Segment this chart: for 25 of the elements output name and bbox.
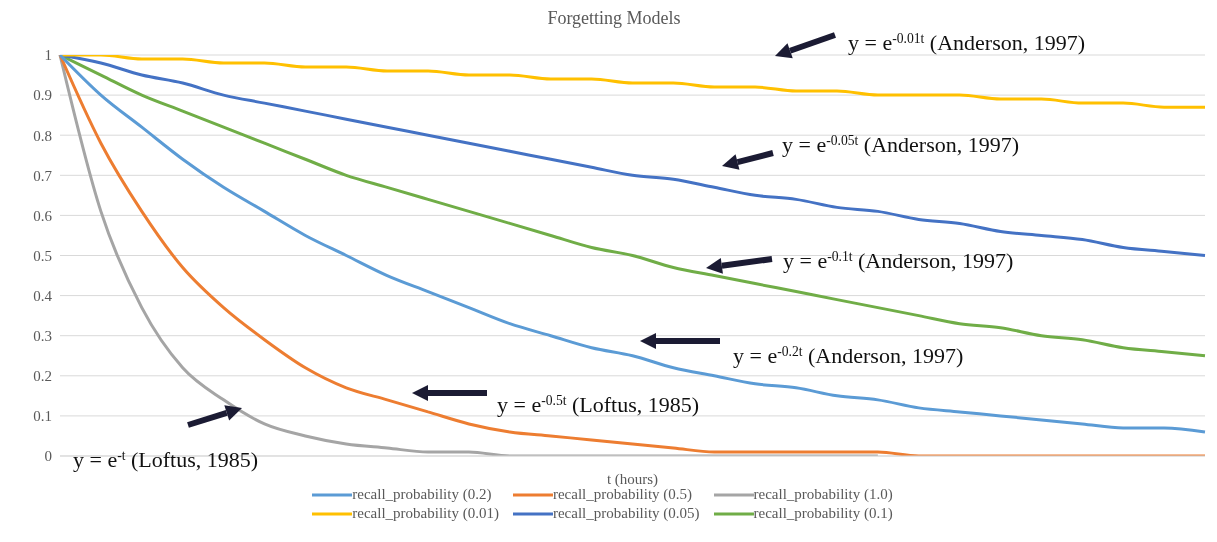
y-tick-label: 0 <box>44 448 52 465</box>
annotation: y = e$^{-0.05t}$ (Anderson, 1997) <box>782 132 1020 157</box>
y-tick-label: 1 <box>44 47 52 64</box>
y-tick-label: 0.9 <box>33 87 52 104</box>
y-tick-label: 0.4 <box>33 287 53 304</box>
y-tick-label: 0.7 <box>33 167 53 184</box>
annotation: y = e$^{-0.5t}$ (Loftus, 1985) <box>497 392 700 417</box>
legend-label: recall_probability (0.2) <box>352 486 492 503</box>
legend-label: recall_probability (0.1) <box>753 505 893 522</box>
y-tick-label: 0.6 <box>33 207 53 224</box>
legend-label: recall_probability (0.01) <box>352 505 499 522</box>
x-axis-title: t (hours) <box>606 471 659 488</box>
legend-label: recall_probability (0.5) <box>552 486 693 503</box>
annotation: y = e$^{-0.2t}$ (Anderson, 1997) <box>733 343 964 368</box>
annotation: y = e$^{-0.01t}$ (Anderson, 1997) <box>848 30 1086 55</box>
y-tick-label: 0.1 <box>33 408 52 425</box>
y-tick-label: 0.2 <box>33 368 52 385</box>
legend-label: recall_probability (1.0) <box>753 486 893 503</box>
legend-label: recall_probability (0.05) <box>552 505 700 522</box>
y-tick-label: 0.8 <box>33 127 52 144</box>
chart-title: Forgetting Models <box>547 8 681 28</box>
annotation: y = e$^{-t}$ (Loftus, 1985) <box>73 447 259 472</box>
y-tick-label: 0.5 <box>33 247 52 264</box>
y-tick-label: 0.3 <box>33 328 52 345</box>
annotation: y = e$^{-0.1t}$ (Anderson, 1997) <box>783 248 1014 273</box>
